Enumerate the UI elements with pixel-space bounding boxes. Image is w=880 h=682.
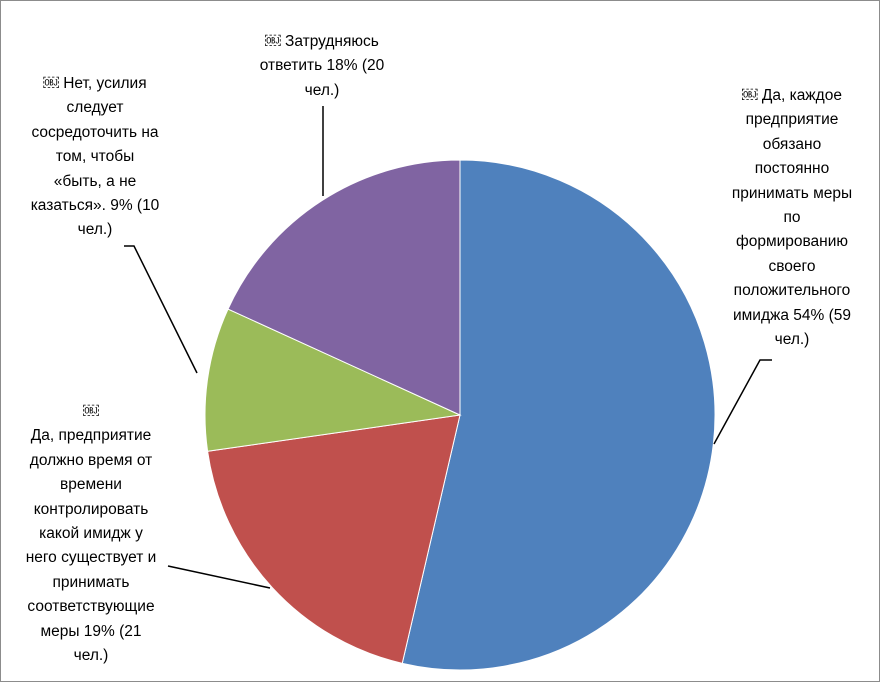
- leader-line-2: [124, 245, 198, 374]
- data-label-slice-1: ￼ Да, предприятие должно время от времен…: [25, 403, 157, 665]
- leader-line-0: [713, 359, 772, 445]
- leader-lines: [124, 106, 772, 589]
- data-label-slice-0: ￼ Да, каждое предприятие обязано постоян…: [731, 87, 853, 349]
- pie-slice-1: [207, 414, 461, 664]
- pie-slice-2: [204, 308, 462, 452]
- pie-slice-3: [227, 159, 461, 416]
- pie-slices: [204, 159, 716, 671]
- pie-slice-0: [401, 159, 716, 671]
- leader-line-1: [167, 565, 271, 589]
- data-label-slice-2: ￼ Нет, усилия следует сосредоточить на т…: [30, 75, 160, 239]
- data-label-slice-3: ￼ Затрудняюсь ответить 18% (20 чел.): [259, 33, 385, 99]
